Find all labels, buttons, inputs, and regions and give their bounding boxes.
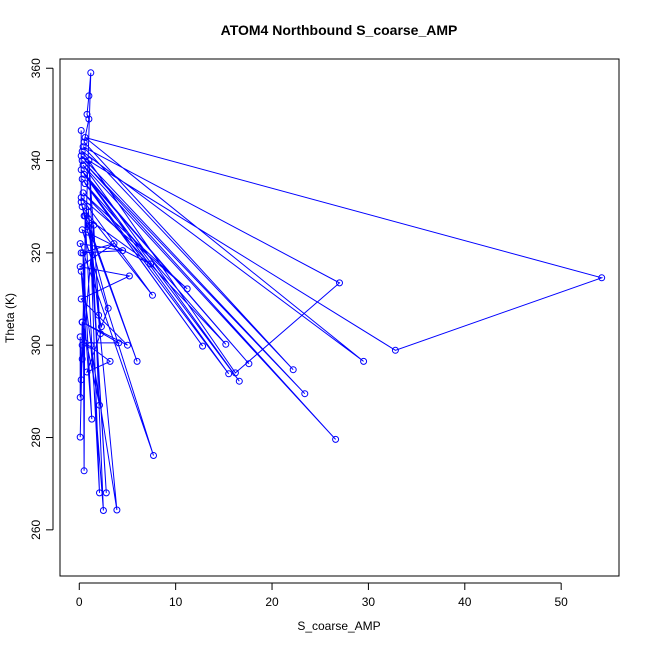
data-point bbox=[81, 339, 89, 347]
series-layer bbox=[76, 69, 606, 514]
data-point bbox=[332, 435, 340, 443]
data-point bbox=[77, 127, 85, 134]
data-point bbox=[87, 69, 95, 77]
data-point bbox=[79, 189, 87, 197]
data-point bbox=[77, 152, 85, 160]
x-tick-label: 30 bbox=[362, 595, 376, 609]
x-tick-label: 20 bbox=[265, 595, 279, 609]
data-point bbox=[78, 147, 86, 155]
data-point bbox=[78, 318, 86, 326]
data-point bbox=[78, 226, 86, 234]
x-tick-label: 40 bbox=[458, 595, 472, 609]
data-point bbox=[81, 212, 89, 220]
data-point bbox=[125, 272, 133, 280]
data-point bbox=[88, 415, 96, 423]
data-point bbox=[81, 180, 89, 188]
data-point bbox=[77, 295, 85, 303]
data-point bbox=[85, 157, 93, 165]
x-axis-label: S_coarse_AMP bbox=[297, 619, 380, 633]
x-axis: 0 10 20 30 40 50 bbox=[76, 582, 568, 609]
data-point bbox=[79, 143, 87, 151]
data-point bbox=[115, 339, 123, 347]
y-tick-label: 320 bbox=[29, 243, 43, 263]
data-point bbox=[235, 377, 243, 385]
data-point bbox=[336, 279, 343, 287]
y-axis-label: Theta (K) bbox=[3, 293, 17, 343]
data-point bbox=[199, 342, 207, 350]
data-point bbox=[301, 390, 309, 398]
y-tick-label: 280 bbox=[29, 427, 43, 447]
data-point bbox=[79, 161, 87, 169]
data-point bbox=[102, 489, 110, 497]
data-point bbox=[78, 157, 86, 165]
y-tick-label: 340 bbox=[29, 150, 43, 170]
data-point bbox=[96, 401, 103, 409]
data-point bbox=[83, 110, 91, 118]
x-tick-label: 10 bbox=[169, 595, 183, 609]
series-line bbox=[78, 72, 604, 511]
data-point bbox=[245, 360, 253, 368]
data-point bbox=[119, 247, 127, 255]
data-point bbox=[289, 366, 297, 374]
data-point bbox=[97, 323, 105, 331]
data-point bbox=[76, 433, 84, 441]
data-point bbox=[77, 376, 85, 384]
y-tick-label: 260 bbox=[29, 520, 43, 540]
data-point bbox=[76, 333, 84, 341]
data-point bbox=[77, 198, 85, 206]
data-point bbox=[80, 138, 88, 146]
data-point bbox=[87, 341, 95, 349]
data-point bbox=[106, 357, 114, 365]
data-point bbox=[147, 260, 155, 268]
x-tick-label: 50 bbox=[554, 595, 568, 609]
data-point bbox=[80, 467, 88, 475]
data-point bbox=[77, 249, 85, 257]
data-point bbox=[85, 92, 93, 100]
data-point bbox=[225, 370, 233, 378]
data-point bbox=[149, 291, 156, 299]
data-point bbox=[80, 170, 88, 178]
data-point bbox=[222, 340, 230, 348]
data-point bbox=[84, 203, 92, 211]
data-point bbox=[77, 267, 85, 275]
data-point bbox=[110, 240, 118, 248]
data-point bbox=[83, 368, 91, 376]
data-point bbox=[79, 249, 87, 257]
data-point bbox=[84, 228, 92, 236]
data-point bbox=[76, 263, 84, 271]
data-point bbox=[81, 134, 89, 141]
data-point bbox=[86, 221, 94, 229]
data-point bbox=[97, 330, 104, 338]
data-point bbox=[360, 357, 368, 365]
data-point bbox=[99, 507, 107, 514]
data-point bbox=[124, 341, 131, 349]
y-axis: 260 280 300 320 340 360 bbox=[29, 58, 54, 540]
data-point bbox=[598, 274, 606, 282]
data-point bbox=[104, 304, 112, 312]
data-point bbox=[96, 489, 103, 497]
data-point bbox=[391, 346, 399, 354]
data-point bbox=[231, 369, 239, 377]
plot-box bbox=[59, 58, 620, 577]
data-point bbox=[76, 393, 84, 401]
data-point bbox=[77, 194, 85, 201]
y-tick-label: 300 bbox=[29, 335, 43, 355]
y-tick-label: 360 bbox=[29, 58, 43, 78]
data-point bbox=[113, 506, 121, 514]
data-point bbox=[76, 240, 84, 248]
data-point bbox=[85, 115, 93, 123]
data-point bbox=[78, 355, 86, 363]
data-point bbox=[95, 311, 103, 319]
x-tick-label: 0 bbox=[76, 595, 83, 609]
data-point bbox=[90, 221, 98, 229]
data-point bbox=[150, 452, 157, 459]
data-point bbox=[133, 357, 141, 365]
chart-title: ATOM4 Northbound S_coarse_AMP bbox=[221, 22, 458, 38]
data-point bbox=[183, 285, 191, 293]
